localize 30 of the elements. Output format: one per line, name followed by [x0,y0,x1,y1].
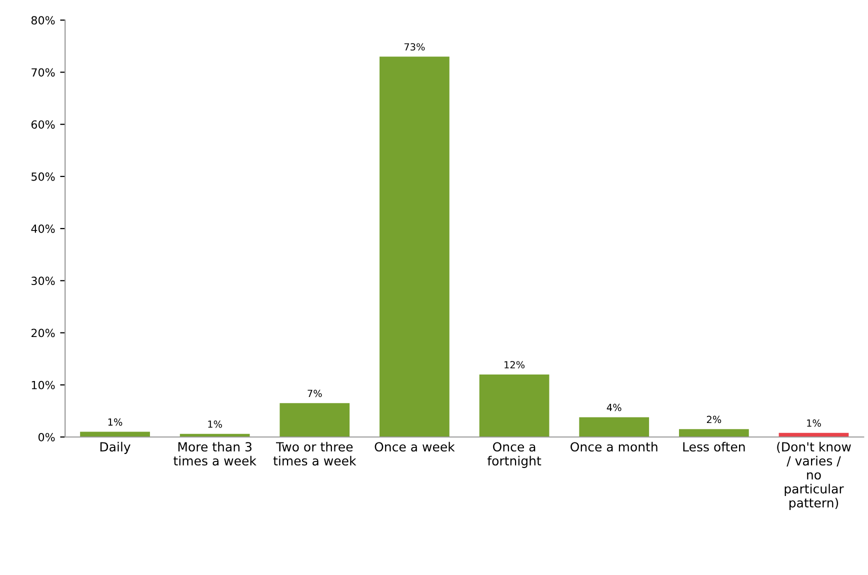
x-tick-label: (Don't know / varies / no particular pattern) [777,442,851,510]
y-tick-label: 70% [32,68,55,77]
data-label: 1% [108,418,122,426]
y-tick-label: 80% [31,16,55,25]
x-tick-label: Daily [100,442,130,454]
data-label: 1% [807,419,821,427]
bar [380,56,450,437]
y-tick-label: 20% [31,328,55,338]
y-tick-label: 50% [32,172,55,181]
x-tick-label: More than 3 times a week [174,442,256,466]
x-tick-label: Once a month [570,442,658,452]
data-label: 73% [404,43,425,51]
data-label: 4% [606,404,622,412]
bar [678,429,749,437]
y-tick-label: 10% [32,380,55,390]
data-label: 2% [706,416,722,424]
bar [579,417,650,437]
x-tick-label: Less often [683,442,745,452]
x-tick-label: Once a fortnight [487,442,542,468]
x-tick-label: Two or three times a week [273,442,356,466]
y-tick-label: 60% [31,120,55,129]
data-label: 1% [208,420,222,428]
bar [479,374,550,437]
data-label: 7% [308,390,322,398]
bar [280,403,350,437]
y-tick-label: 30% [32,276,55,286]
y-tick-label: 40% [31,224,55,233]
x-tick-label: Once a week [374,442,455,452]
data-label: 12% [504,361,525,368]
y-tick-label: 0% [38,432,55,442]
